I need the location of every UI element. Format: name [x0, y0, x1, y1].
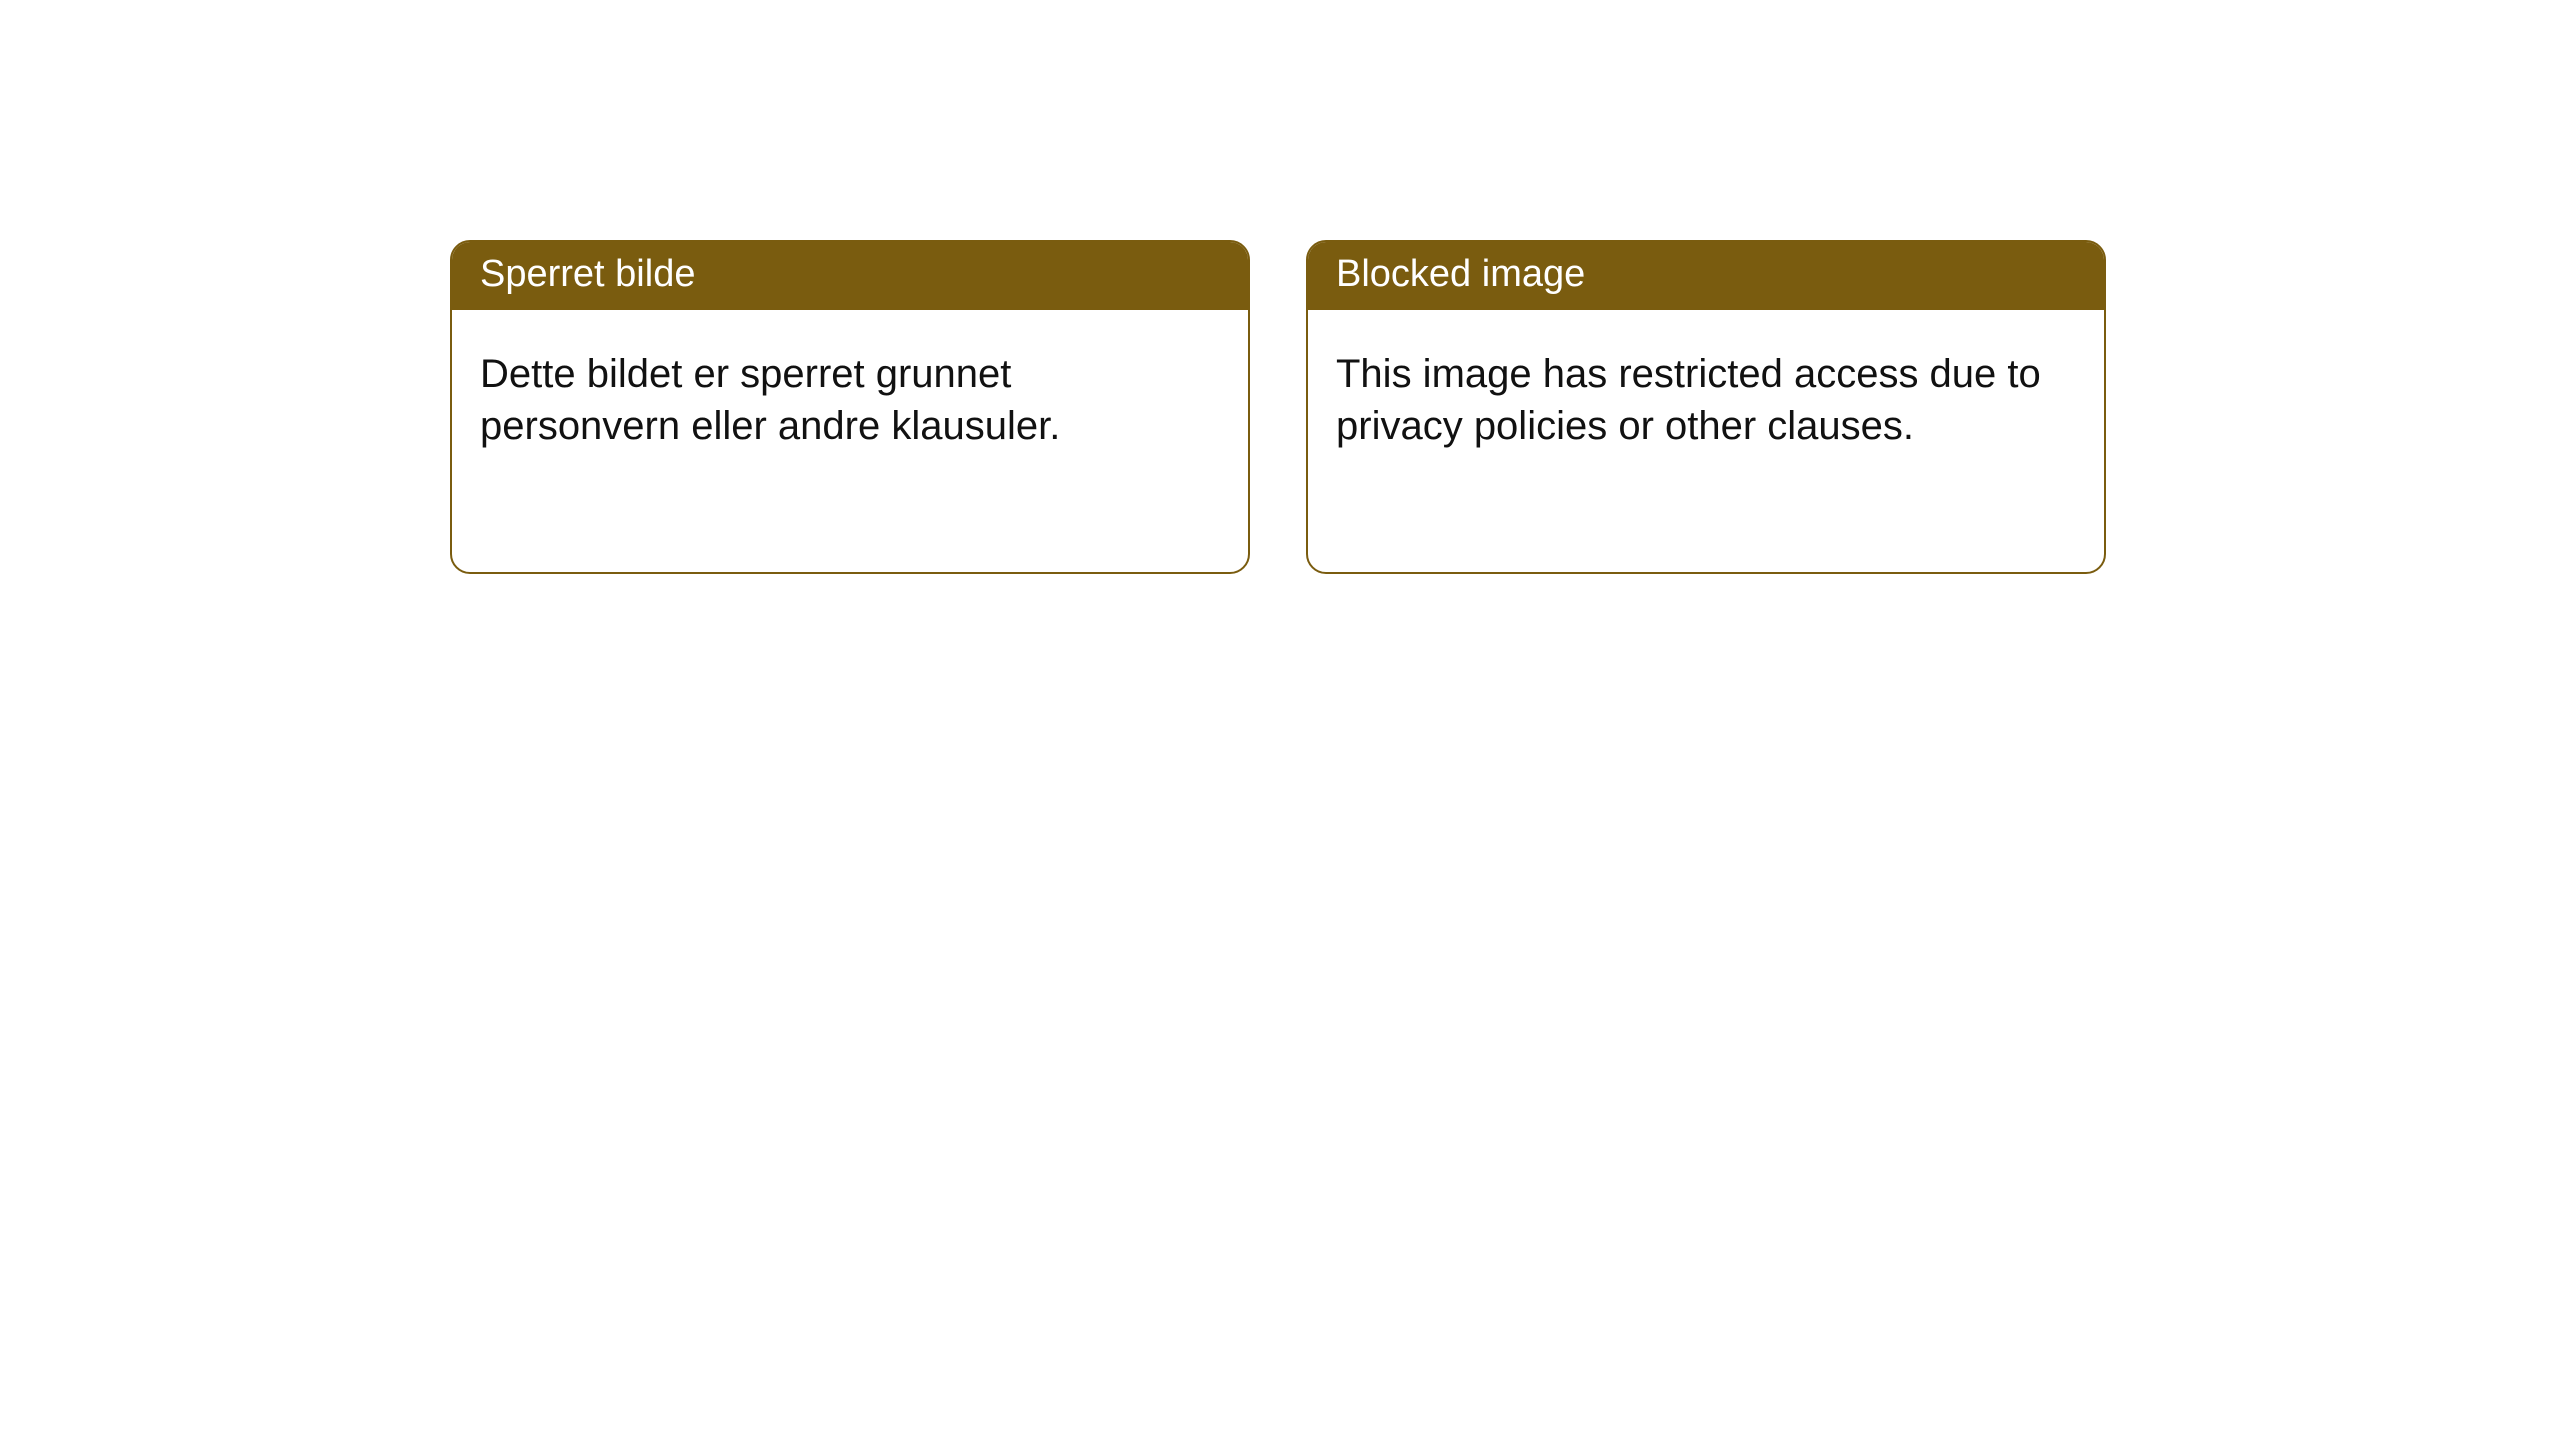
notice-body-en: This image has restricted access due to …: [1308, 310, 2104, 480]
notice-header-no: Sperret bilde: [452, 242, 1248, 310]
notice-body-no: Dette bildet er sperret grunnet personve…: [452, 310, 1248, 480]
notice-card-en: Blocked image This image has restricted …: [1306, 240, 2106, 574]
notice-card-no: Sperret bilde Dette bildet er sperret gr…: [450, 240, 1250, 574]
notice-header-en: Blocked image: [1308, 242, 2104, 310]
notice-container: Sperret bilde Dette bildet er sperret gr…: [0, 0, 2560, 574]
